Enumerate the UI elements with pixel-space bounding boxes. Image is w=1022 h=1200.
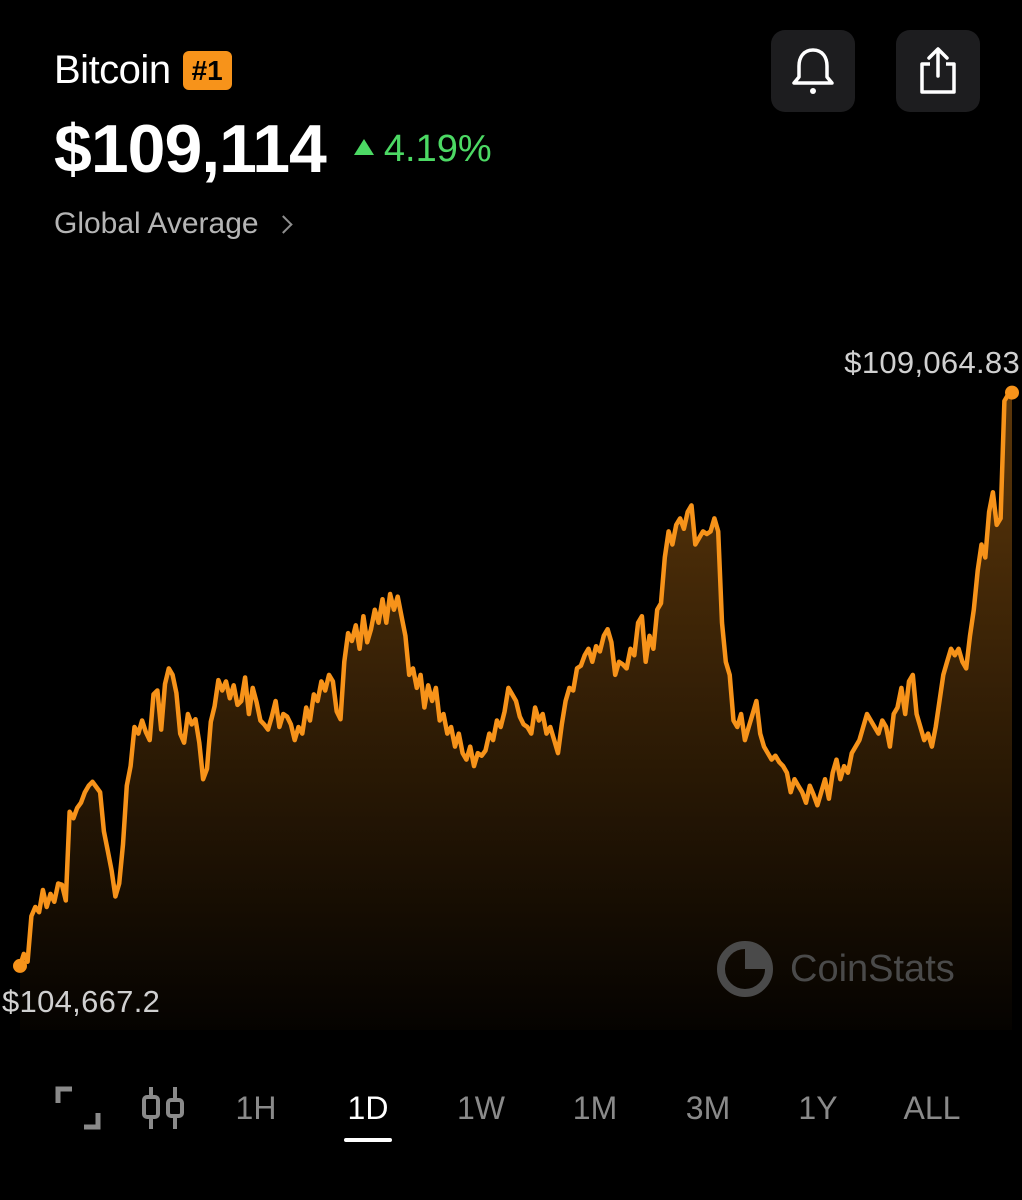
coinstats-logo-icon	[717, 941, 773, 997]
fullscreen-button[interactable]	[52, 1080, 104, 1136]
price-line	[17, 390, 1015, 969]
timeframe-1h[interactable]: 1H	[235, 1089, 277, 1126]
title-row: Bitcoin #1	[54, 48, 492, 93]
up-arrow-icon	[353, 139, 374, 155]
timeframe-1y[interactable]: 1Y	[798, 1089, 838, 1126]
min-point-dot	[13, 958, 27, 973]
price-change-value: 4.19%	[383, 127, 492, 170]
price-alert-button[interactable]	[771, 30, 855, 112]
price-value: $109,114	[54, 111, 327, 187]
price-source-link[interactable]: Global Average	[54, 207, 492, 241]
share-button[interactable]	[896, 30, 980, 112]
timeframe-1m[interactable]: 1M	[572, 1089, 618, 1126]
timeframe-bar: 1H 1D 1W 1M 3M 1Y ALL	[0, 1080, 1022, 1142]
price-area	[20, 392, 1012, 1031]
price-change: 4.19%	[353, 127, 492, 171]
share-icon	[920, 47, 956, 94]
bell-icon	[792, 48, 834, 94]
coin-header: Bitcoin #1 $109,114 4.19% Global Average	[54, 48, 492, 241]
timeframe-1d[interactable]: 1D	[344, 1080, 392, 1142]
price-chart	[13, 385, 1019, 1031]
max-point-dot	[1005, 385, 1019, 400]
price-row: $109,114 4.19%	[54, 111, 492, 187]
coin-name: Bitcoin	[54, 48, 171, 92]
timeframe-1w[interactable]: 1W	[457, 1089, 505, 1126]
max-price-label: $109,064.83	[844, 345, 1020, 380]
watermark-text: CoinStats	[790, 947, 955, 990]
chevron-right-icon	[273, 214, 293, 234]
timeframe-3m[interactable]: 3M	[685, 1089, 731, 1126]
min-price-label: $104,667.2	[2, 984, 161, 1019]
coinstats-watermark: CoinStats	[716, 940, 955, 998]
candlestick-button[interactable]	[138, 1080, 188, 1136]
candlestick-icon	[142, 1087, 184, 1129]
price-source-label: Global Average	[54, 207, 259, 240]
fullscreen-icon	[55, 1086, 101, 1130]
timeframe-all[interactable]: ALL	[903, 1089, 961, 1126]
rank-badge: #1	[182, 51, 232, 90]
